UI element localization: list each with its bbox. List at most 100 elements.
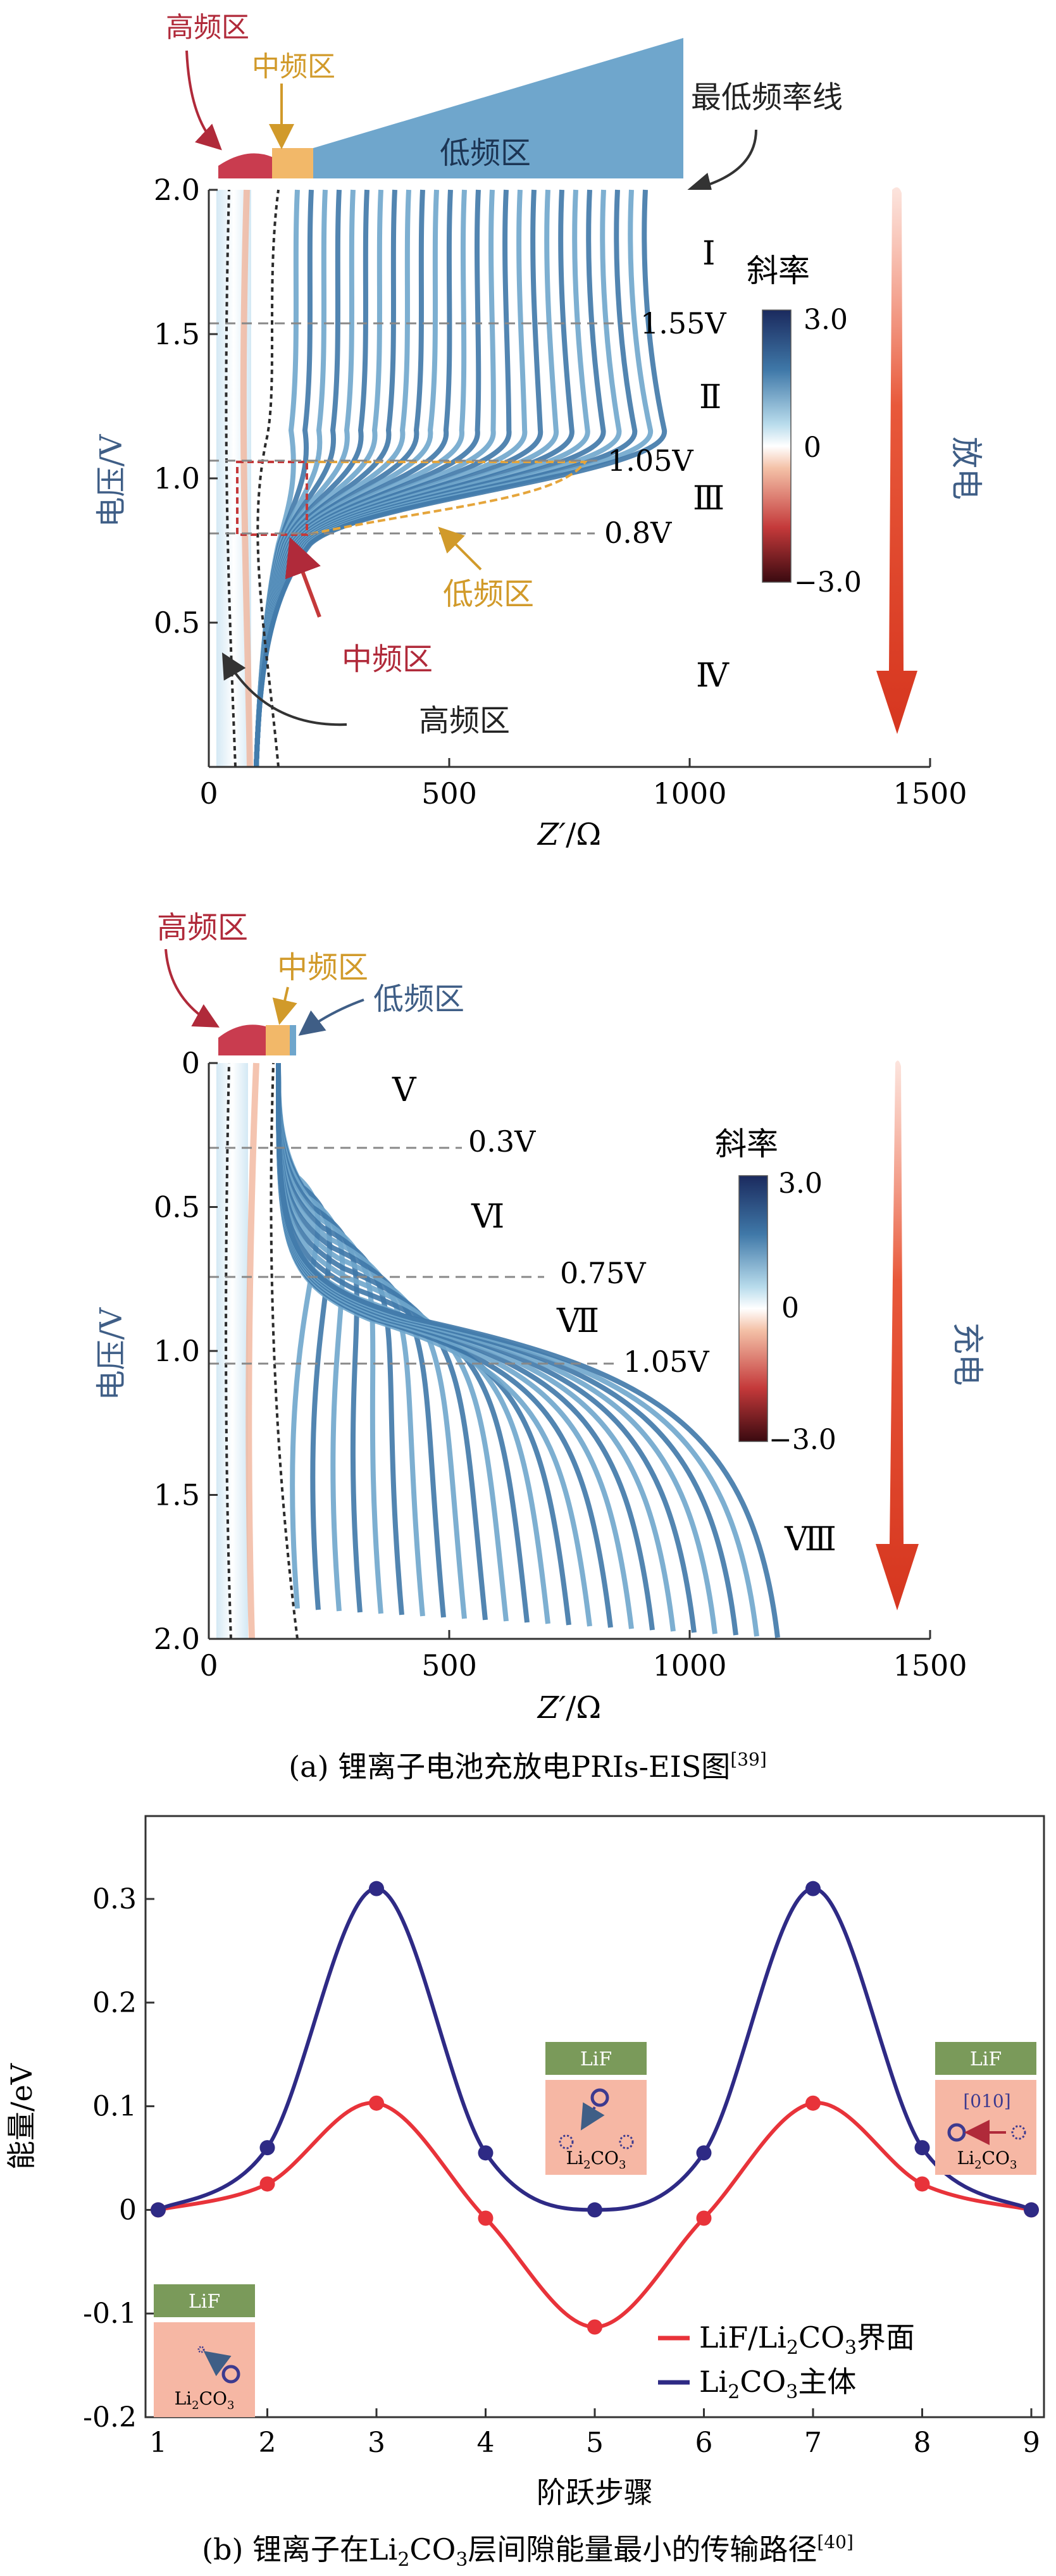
impedance-curve	[254, 189, 667, 768]
ytick-label: -0.2	[83, 2401, 137, 2434]
charge-yticks: 0 0.5 1.0 1.5 2.0	[154, 1046, 218, 1656]
energy-ylabel: 能量/eV	[4, 2063, 39, 2170]
energy-yticks: 0.3 0.2 0.1 0 -0.1 -0.2	[83, 1883, 154, 2434]
xtick-label: 7	[804, 2427, 822, 2459]
ytick-label: 0.2	[92, 1987, 137, 2019]
legend-bulk: Li2CO3主体	[699, 2365, 856, 2403]
discharge-colorbar-min: −3.0	[794, 566, 862, 599]
xtick-label: 1	[149, 2427, 167, 2459]
discharge-annotation-high: 高频区	[419, 703, 510, 738]
interface-point	[478, 2210, 494, 2226]
discharge-mid-band	[272, 148, 313, 178]
discharge-band-high-label: 高频区	[166, 11, 249, 44]
charge-boundary-high	[225, 1062, 232, 1640]
discharge-heat-curves	[254, 189, 667, 768]
charge-band-low-label: 低频区	[373, 981, 464, 1017]
ytick-label: 1.5	[154, 1478, 200, 1512]
legend-interface: LiF/Li2CO3界面	[699, 2320, 915, 2359]
charge-colorbar-min: −3.0	[769, 1424, 836, 1456]
discharge-ylabel: 电压/V	[94, 433, 129, 527]
discharge-direction-label: 放电	[948, 437, 985, 500]
inset-left: LiF Li2CO3	[154, 2284, 255, 2417]
series-bulk-points	[151, 1881, 1039, 2218]
interface-point	[587, 2319, 602, 2335]
discharge-voltage-105: 1.05V	[607, 444, 693, 478]
ytick-label: 1.0	[154, 1334, 200, 1368]
xtick-label: 5	[586, 2427, 604, 2459]
charge-ylabel: 电压/V	[94, 1307, 129, 1400]
bulk-point	[151, 2202, 166, 2218]
charge-colorbar-zero: 0	[781, 1292, 799, 1324]
ytick-label: 1.5	[154, 317, 200, 351]
charge-voltage-075: 0.75V	[560, 1256, 646, 1290]
discharge-colorbar-max: 3.0	[804, 304, 848, 336]
charge-zone-8: Ⅷ	[784, 1521, 836, 1559]
svg-text:LiF: LiF	[189, 2291, 220, 2313]
discharge-mid-region-box	[236, 461, 308, 536]
svg-text:Li2CO3: Li2CO3	[566, 2148, 626, 2172]
charge-direction-arrow	[876, 1061, 919, 1610]
bulk-point	[696, 2145, 712, 2161]
xtick-label: 1000	[652, 776, 726, 811]
ytick-label: 0	[119, 2194, 137, 2226]
discharge-colorbar-zero: 0	[804, 432, 821, 464]
discharge-voltage-155: 1.55V	[640, 306, 726, 340]
discharge-zone-1: Ⅰ	[702, 235, 716, 273]
charge-high-band	[218, 1024, 266, 1055]
svg-text:LiF: LiF	[970, 2048, 1002, 2070]
charge-zone-5: Ⅴ	[392, 1071, 417, 1109]
charge-colorbar-title: 斜率	[715, 1126, 778, 1162]
discharge-direction-arrow	[876, 187, 917, 734]
discharge-low-band	[313, 38, 683, 178]
energy-xlabel: 阶跃步骤	[537, 2475, 653, 2510]
xtick-label: 2	[259, 2427, 276, 2459]
svg-text:LiF: LiF	[580, 2048, 612, 2070]
xtick-label: 1500	[893, 1648, 967, 1683]
charge-direction-label: 充电	[949, 1322, 986, 1386]
discharge-plot-area	[209, 190, 930, 767]
discharge-zone-2: Ⅱ	[699, 378, 721, 416]
discharge-band-low-label: 低频区	[440, 135, 531, 171]
charge-low-band	[290, 1025, 296, 1055]
charge-boundary-mid	[270, 1062, 299, 1640]
xtick-label: 1500	[893, 776, 967, 811]
interface-point	[369, 2095, 384, 2111]
charge-colorbar	[738, 1175, 768, 1442]
impedance-curve	[276, 1062, 780, 1638]
ytick-label: 0	[182, 1046, 200, 1080]
svg-text:[010]: [010]	[963, 2091, 1010, 2112]
ytick-label: 0.5	[154, 1190, 200, 1224]
bulk-point	[587, 2202, 602, 2218]
ytick-label: 2.0	[154, 173, 200, 207]
xtick-label: 500	[421, 1648, 477, 1683]
bulk-point	[805, 1881, 821, 1896]
charge-colorbar-max: 3.0	[778, 1167, 823, 1200]
xtick-label: 8	[914, 2427, 931, 2459]
charge-voltage-105: 1.05V	[623, 1345, 709, 1379]
bulk-point	[1024, 2202, 1039, 2218]
discharge-colorbar-title: 斜率	[747, 252, 810, 289]
ytick-label: 0.1	[92, 2091, 137, 2123]
xtick-label: 3	[368, 2427, 385, 2459]
charge-zone-7: Ⅶ	[556, 1302, 599, 1340]
bulk-point	[478, 2145, 494, 2161]
charge-plot-area	[209, 1063, 930, 1639]
interface-point	[259, 2176, 275, 2192]
discharge-annotation-mid: 中频区	[342, 642, 433, 677]
charge-xticks: 0 500 1000 1500	[199, 1630, 967, 1683]
charge-mid-band	[266, 1025, 290, 1055]
discharge-zone-4: Ⅳ	[696, 657, 730, 695]
xtick-label: 6	[695, 2427, 713, 2459]
xtick-label: 0	[199, 1648, 218, 1683]
discharge-lowest-line-label: 最低频率线	[691, 80, 843, 115]
bulk-point	[259, 2140, 275, 2156]
discharge-lowest-arrow	[686, 129, 757, 197]
discharge-zone-3: Ⅲ	[693, 480, 724, 518]
energy-legend: LiF/Li2CO3界面 Li2CO3主体	[658, 2320, 915, 2403]
ytick-label: 1.0	[154, 461, 200, 495]
charge-zone-6: Ⅵ	[471, 1198, 504, 1236]
discharge-panel: 高频区 中频区 低频区 最低频率线 1.55V 1.05V 0.8V Ⅰ Ⅱ Ⅲ…	[94, 11, 985, 852]
ytick-label: 0.5	[154, 606, 200, 640]
discharge-high-arrow	[185, 50, 222, 151]
